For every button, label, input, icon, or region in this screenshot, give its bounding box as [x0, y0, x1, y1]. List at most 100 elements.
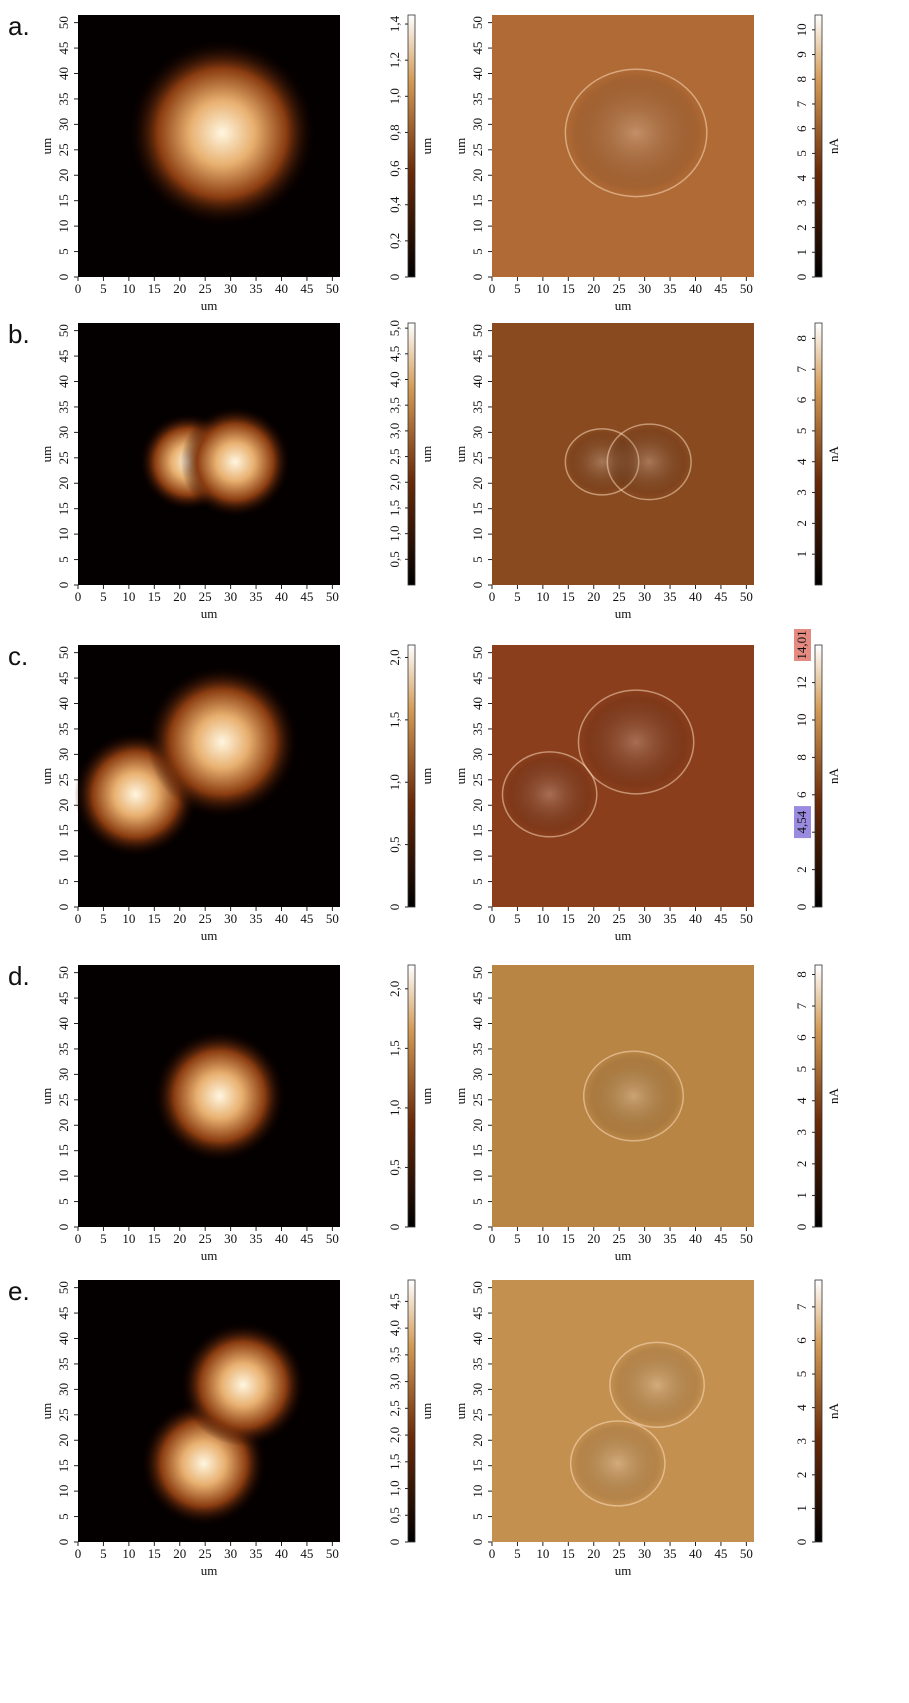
colorbar-tick-label: 10 — [794, 23, 809, 36]
x-tick-label: 5 — [514, 589, 521, 604]
y-tick-label: 35 — [56, 722, 71, 735]
colorbar-tick-label: 0,8 — [387, 124, 402, 140]
x-tick-label: 20 — [173, 281, 186, 296]
x-tick-label: 50 — [740, 911, 753, 926]
x-tick-label: 20 — [587, 281, 600, 296]
y-axis-label: um — [39, 1088, 54, 1105]
colorbar-tick-label: 1,5 — [387, 1454, 402, 1470]
colorbar-tick-label: 2 — [794, 1161, 809, 1168]
y-tick-label: 15 — [56, 502, 71, 515]
colorbar-label: um — [419, 768, 434, 785]
colorbar-tick-label: 1 — [794, 249, 809, 256]
x-tick-label: 10 — [536, 589, 549, 604]
x-tick-label: 15 — [148, 1231, 161, 1246]
x-tick-label: 40 — [689, 911, 702, 926]
colorbar-label: um — [419, 138, 434, 155]
y-axis-label: um — [453, 138, 468, 155]
y-axis-label: um — [453, 446, 468, 463]
x-tick-label: 25 — [199, 589, 212, 604]
y-tick-label: 25 — [470, 451, 485, 464]
x-axis-label: um — [201, 928, 218, 943]
y-tick-label: 50 — [56, 16, 71, 29]
x-tick-label: 35 — [664, 1231, 677, 1246]
x-tick-label: 10 — [122, 1231, 135, 1246]
colorbar-tick-label: 3 — [794, 489, 809, 496]
y-tick-label: 35 — [470, 722, 485, 735]
x-axis-label: um — [201, 1563, 218, 1578]
y-tick-label: 45 — [470, 350, 485, 363]
y-tick-label: 5 — [56, 248, 71, 255]
colorbar — [815, 645, 822, 907]
x-tick-label: 45 — [714, 589, 727, 604]
colorbar-tick-label: 4,0 — [387, 371, 402, 387]
x-tick-label: 5 — [514, 281, 521, 296]
colorbar — [408, 645, 415, 907]
y-axis-label: um — [39, 1403, 54, 1420]
y-tick-label: 15 — [56, 194, 71, 207]
x-tick-label: 50 — [740, 1546, 753, 1561]
x-tick-label: 5 — [514, 911, 521, 926]
y-tick-label: 10 — [470, 1485, 485, 1498]
x-tick-label: 35 — [250, 1546, 263, 1561]
y-tick-label: 50 — [470, 966, 485, 979]
y-tick-label: 30 — [470, 1383, 485, 1396]
cell-relief — [610, 1342, 704, 1427]
colorbar-tick-label: 0,5 — [387, 836, 402, 852]
y-tick-label: 0 — [56, 274, 71, 281]
colorbar-tick-label: 4 — [794, 1404, 809, 1411]
x-tick-label: 0 — [75, 1546, 82, 1561]
colorbar-tick-label: 1,0 — [387, 526, 402, 542]
x-tick-label: 25 — [199, 1546, 212, 1561]
colorbar-label: nA — [826, 767, 841, 784]
y-tick-label: 0 — [470, 1224, 485, 1231]
y-axis-label: um — [453, 1403, 468, 1420]
x-tick-label: 35 — [664, 281, 677, 296]
y-tick-label: 45 — [56, 992, 71, 1005]
x-tick-label: 20 — [173, 1231, 186, 1246]
colorbar-tick-label: 0 — [794, 904, 809, 911]
x-tick-label: 25 — [613, 281, 626, 296]
x-tick-label: 40 — [689, 1231, 702, 1246]
x-tick-label: 10 — [122, 589, 135, 604]
cell-signal — [181, 407, 290, 516]
x-tick-label: 0 — [489, 281, 496, 296]
colorbar — [815, 15, 822, 277]
y-tick-label: 0 — [470, 274, 485, 281]
x-tick-label: 50 — [326, 589, 339, 604]
y-tick-label: 25 — [470, 773, 485, 786]
colorbar-tick-label: 1 — [794, 1505, 809, 1512]
colorbar-tick-label: 1 — [794, 1192, 809, 1199]
y-tick-label: 0 — [56, 1224, 71, 1231]
colorbar-tick-label: 4 — [794, 1097, 809, 1104]
colorbar-label: um — [419, 446, 434, 463]
x-tick-label: 45 — [714, 281, 727, 296]
x-tick-label: 20 — [587, 911, 600, 926]
y-tick-label: 20 — [470, 1119, 485, 1132]
colorbar-tick-label: 7 — [794, 100, 809, 107]
y-tick-label: 45 — [470, 1307, 485, 1320]
colorbar-tick-label: 0 — [794, 274, 809, 281]
y-tick-label: 50 — [56, 1281, 71, 1294]
y-tick-label: 40 — [470, 1017, 485, 1030]
y-tick-label: 45 — [56, 42, 71, 55]
x-tick-label: 25 — [613, 1231, 626, 1246]
y-tick-label: 35 — [56, 400, 71, 413]
x-axis-label: um — [615, 1563, 632, 1578]
colorbar-tick-label: 8 — [794, 76, 809, 83]
colorbar-tick-label: 4,0 — [387, 1320, 402, 1336]
y-tick-label: 30 — [470, 1068, 485, 1081]
colorbar-tick-label: 1,0 — [387, 88, 402, 104]
y-tick-label: 10 — [470, 220, 485, 233]
y-tick-label: 35 — [56, 1042, 71, 1055]
x-tick-label: 20 — [173, 1546, 186, 1561]
y-tick-label: 30 — [470, 748, 485, 761]
y-tick-label: 15 — [470, 502, 485, 515]
colorbar-tick-label: 6 — [794, 1034, 809, 1041]
x-tick-label: 5 — [514, 1231, 521, 1246]
x-tick-label: 35 — [664, 1546, 677, 1561]
y-tick-label: 10 — [470, 1170, 485, 1183]
y-tick-label: 25 — [56, 143, 71, 156]
y-tick-label: 40 — [56, 67, 71, 80]
x-tick-label: 15 — [562, 281, 575, 296]
x-tick-label: 10 — [536, 911, 549, 926]
